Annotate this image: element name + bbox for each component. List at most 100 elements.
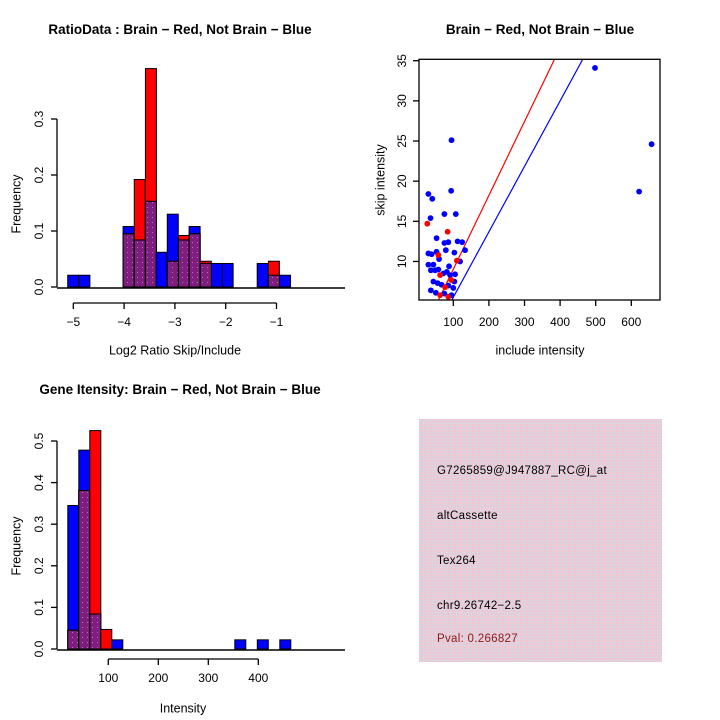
histogram-bar-overlap xyxy=(144,200,157,288)
scatter-point-red xyxy=(442,284,449,291)
x-tick-label: 600 xyxy=(621,315,641,329)
y-tick-label: 0.1 xyxy=(32,599,46,616)
scatter-point-blue xyxy=(441,211,448,217)
panel-title: RatioData : Brain − Red, Not Brain − Blu… xyxy=(48,22,312,37)
scatter-point-blue xyxy=(435,266,442,273)
scatter-point-red xyxy=(448,277,455,283)
scatter-point-blue xyxy=(428,251,435,258)
histogram-bar-blue xyxy=(256,262,269,288)
locus-text: chr9.26742−2.5 xyxy=(437,600,522,612)
y-tick-label: 0.2 xyxy=(32,557,46,574)
y-tick-label: 0.3 xyxy=(32,110,46,127)
x-axis-label: Log2 Ratio Skip/Include xyxy=(109,343,241,357)
scatter-point-blue xyxy=(427,215,434,221)
gene-name-text: Tex264 xyxy=(437,555,476,567)
y-tick-label: 0.1 xyxy=(32,222,46,239)
histogram-bar-blue xyxy=(221,262,234,288)
histogram-bar-blue xyxy=(279,639,292,650)
plot-box xyxy=(418,58,661,301)
scatter-point-blue xyxy=(445,239,452,246)
pval-text: Pval: 0.266827 xyxy=(437,633,518,645)
histogram-bar-overlap xyxy=(267,274,280,288)
scatter-point-blue xyxy=(427,287,434,294)
y-tick-label: 0.2 xyxy=(32,166,46,183)
x-tick-label: 400 xyxy=(248,671,268,685)
scatter-point-blue xyxy=(442,247,449,254)
fit-line-red xyxy=(437,59,556,300)
scatter-point-red xyxy=(437,292,444,299)
x-tick-label: 100 xyxy=(98,671,118,685)
panel-title: Brain − Red, Not Brain − Blue xyxy=(446,22,635,37)
probe-id-text: G7265859@J947887_RC@j_at xyxy=(437,465,607,477)
scatter-point-blue xyxy=(447,272,453,279)
scatter-point-blue xyxy=(425,261,432,268)
scatter-point-red xyxy=(444,228,451,235)
scatter-point-blue xyxy=(636,188,643,195)
intensity-scatter-plot-area: 10 15 20 25 30 35 100 200 300 400 500 600 xyxy=(395,54,661,329)
scatter-point-red xyxy=(453,257,460,264)
histogram-bar-overlap xyxy=(199,262,212,288)
x-tick-label: −3 xyxy=(168,315,182,329)
y-axis-label: skip intensity xyxy=(373,143,387,215)
y-tick-label: 25 xyxy=(395,134,409,148)
scatter-point-blue xyxy=(451,249,458,256)
x-tick-label: 400 xyxy=(550,315,570,329)
x-axis-label: include intensity xyxy=(496,343,586,357)
scatter-point-blue xyxy=(452,271,458,278)
y-tick-label: 0.3 xyxy=(32,516,46,533)
x-tick-label: 500 xyxy=(586,315,606,329)
histogram-bar-blue xyxy=(67,504,80,650)
histogram-bar-overlap xyxy=(166,260,179,288)
scatter-point-blue xyxy=(425,191,432,197)
scatter-point-blue xyxy=(592,65,598,71)
ratio-histogram-plot-area: 0.0 0.1 0.2 0.3 −5 −4 −3 −2 −1 xyxy=(32,68,345,329)
histogram-bar-blue xyxy=(210,262,223,288)
scatter-point-blue xyxy=(432,289,439,296)
histogram-bar-overlap xyxy=(177,239,190,288)
gene-info-box: G7265859@J947887_RC@j_at altCassette Tex… xyxy=(419,419,662,662)
scatter-point-blue xyxy=(462,247,468,254)
scatter-point-blue xyxy=(454,238,461,245)
histogram-bar-blue xyxy=(155,251,168,288)
histogram-bar-red xyxy=(100,628,113,650)
x-tick-label: −5 xyxy=(66,315,80,329)
scatter-point-blue xyxy=(427,267,434,274)
histogram-bar-overlap xyxy=(133,239,146,288)
x-tick-label: 100 xyxy=(443,315,463,329)
y-tick-label: 0.5 xyxy=(32,432,46,449)
scatter-point-blue xyxy=(446,263,452,270)
panel-title: Gene Itensity: Brain − Red, Not Brain − … xyxy=(39,382,321,397)
ratio-histogram-panel: RatioData : Brain − Red, Not Brain − Blu… xyxy=(9,22,345,357)
scatter-point-blue xyxy=(433,235,440,242)
y-tick-label: 35 xyxy=(395,54,409,68)
gene-histogram-plot-area: 0.0 0.1 0.2 0.3 0.4 0.5 100 200 300 400 xyxy=(32,430,345,685)
scatter-point-blue xyxy=(648,141,655,148)
histogram-bar-overlap xyxy=(122,233,135,288)
fit-lines xyxy=(437,59,584,300)
splice-type-text: altCassette xyxy=(437,510,498,522)
scatter-point-blue xyxy=(452,211,459,217)
histogram-bar-overlap xyxy=(78,490,91,650)
histogram-bar-blue xyxy=(111,639,124,650)
fit-line-blue xyxy=(451,59,584,300)
scatter-point-red xyxy=(435,252,442,258)
y-axis-label: Frequency xyxy=(9,174,23,234)
histogram-bar-blue xyxy=(67,274,80,288)
x-axis-label: Intensity xyxy=(160,701,207,715)
histogram-bar-blue xyxy=(256,639,269,650)
scatter-point-red xyxy=(437,272,444,279)
histogram-bar-overlap xyxy=(67,629,80,650)
x-tick-label: −2 xyxy=(219,315,233,329)
y-axis-label: Frequency xyxy=(9,516,23,576)
histogram-bar-overlap xyxy=(188,233,201,288)
scatter-point-blue xyxy=(448,187,455,194)
histogram-bar-blue xyxy=(234,639,247,650)
y-tick-label: 10 xyxy=(395,254,409,268)
y-tick-label: 0.0 xyxy=(32,640,46,657)
y-tick-label: 15 xyxy=(395,214,409,228)
y-tick-label: 0.0 xyxy=(32,278,46,295)
x-tick-label: 200 xyxy=(479,315,499,329)
x-tick-label: −1 xyxy=(270,315,284,329)
